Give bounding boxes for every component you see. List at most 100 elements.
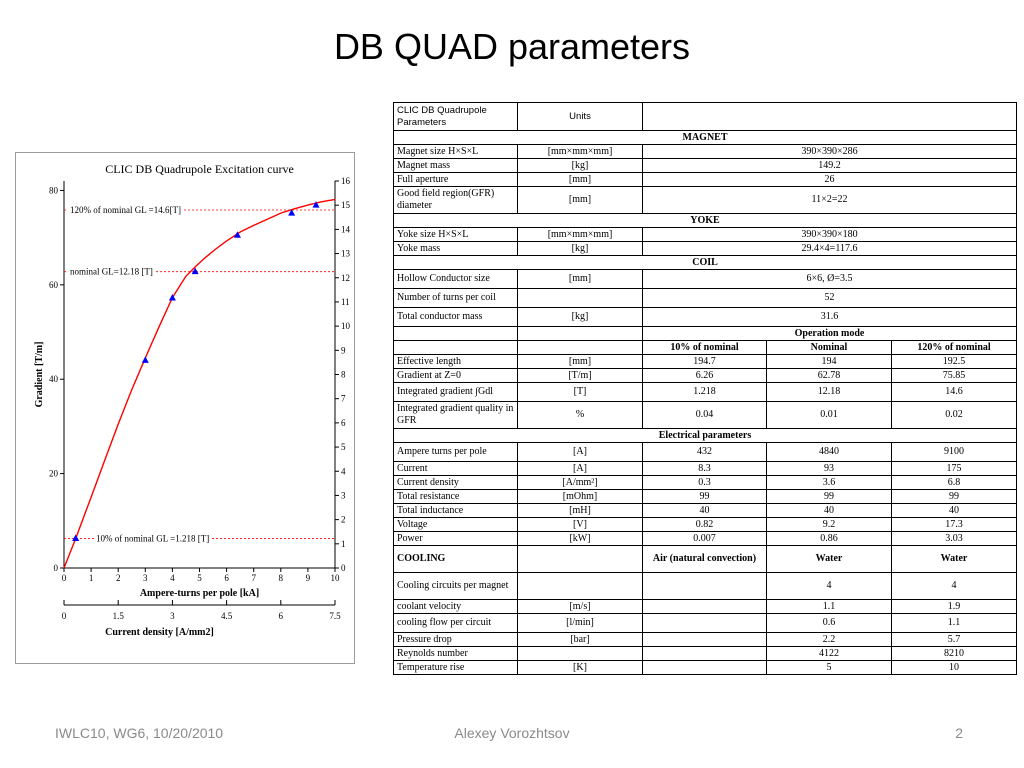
x2-tick-label: 6 [279,611,284,621]
data-point [288,209,296,216]
table-row: Voltage [V] 0.82 9.2 17.3 [393,517,1018,532]
value-120-percent: 99 [890,489,1018,504]
value-120-percent: 17.3 [890,517,1018,532]
table-row: Total resistance [mOhm] 99 99 99 [393,489,1018,504]
y-tick-label: 60 [49,280,59,290]
header-units-cell: Units [517,102,643,131]
x2-axis-label: Current density [A/mm2] [105,627,214,638]
table-row: Integrated gradient quality in GFR% 0.04 0… [393,401,1018,429]
reference-label: 10% of nominal GL =1.218 [T] [96,533,209,543]
table-row: Magnet size H×S×L [mm×mm×mm] 390×390×286 [393,144,1018,159]
parameter-units: [kg] [517,158,643,173]
value-nominal: 4 [766,572,892,600]
y-tick-label: 80 [49,185,59,195]
parameter-units: % [517,401,643,429]
reference-label-bg [94,532,212,544]
section-title: COIL [392,255,1018,270]
value-120-percent: 192.5 [890,354,1018,369]
value-120-percent: 175 [890,461,1018,476]
value-nominal: 0.86 [766,531,892,546]
excitation-chart: CLIC DB Quadrupole Excitation curve 0 1 2 3 4… [15,152,355,664]
parameter-name [393,326,518,341]
value-nominal: 2.2 [766,632,892,647]
parameter-units [517,572,643,600]
reference-label: 120% of nominal GL =14.6[T] [70,205,181,215]
y-tick-label: 0 [54,563,59,573]
table-row: 10% of nominal Nominal 120% of nominal [393,340,1018,355]
parameter-name: cooling flow per circuit [393,613,518,633]
y2-tick-label: 16 [341,176,351,186]
parameter-units [517,340,643,355]
parameter-units: [A] [517,442,643,462]
parameter-name: Pressure drop [393,632,518,647]
value-nominal: Water [766,545,892,573]
y-axis-label: Gradient [T/m] [34,342,45,408]
parameter-name: Cooling circuits per magnet [393,572,518,600]
section-title: Electrical parameters [392,428,1018,443]
value-120-percent: 75.85 [890,368,1018,383]
value-120-percent: 4 [890,572,1018,600]
value-120-percent: 14.6 [890,382,1018,402]
value-10-percent: 10% of nominal [642,340,767,355]
table-row: Good field region(GFR) diameter [mm] 11×2=… [393,186,1018,214]
parameter-name: Magnet mass [393,158,518,173]
table-row: coolant velocity [m/s] 1.1 1.9 [393,599,1018,614]
table-row: Ampere turns per pole [A] 432 4840 9100 [393,442,1018,462]
parameter-value: 390×390×180 [641,227,1018,242]
slide-title: DB QUAD parameters [333,26,691,67]
value-nominal: 9.2 [766,517,892,532]
data-point [168,294,176,301]
table-header-row: CLIC DB Quadrupole Parameters Units [393,102,1018,131]
value-nominal: 4122 [766,646,892,661]
table-row: Temperature rise [K] 5 10 [393,660,1018,675]
parameter-name: Full aperture [393,172,518,187]
table-row: Reynolds number 4122 8210 [393,646,1018,661]
footer-author: Alexey Vorozhtsov [454,725,570,741]
y2-tick-label: 5 [341,442,346,452]
value-10-percent: 0.3 [642,475,767,490]
value-10-percent [642,660,767,675]
table-row: Cooling circuits per magnet 4 4 [393,572,1018,600]
table-row: Yoke size H×S×L [mm×mm×mm] 390×390×180 [393,227,1018,242]
x-tick-label: 10 [331,573,341,583]
y2-tick-label: 2 [341,515,346,525]
y-tick-label: 40 [49,374,59,384]
parameter-units: [K] [517,660,643,675]
x2-tick-label: 0 [62,611,67,621]
y2-tick-label: 14 [341,224,351,234]
table-row: Effective length [mm] 194.7 194 192.5 [393,354,1018,369]
parameter-units: [mOhm] [517,489,643,504]
value-10-percent: 0.007 [642,531,767,546]
table-row: Integrated gradient ∫Gdl [T] 1.218 12.18 14.… [393,382,1018,402]
parameter-units: [mm] [517,354,643,369]
value-nominal: 194 [766,354,892,369]
parameter-units: [V] [517,517,643,532]
y2-tick-label: 13 [341,249,351,259]
parameter-units: [bar] [517,632,643,647]
x-tick-label: 6 [224,573,229,583]
table-row: cooling flow per circuit [l/min] 0.6 1.1 [393,613,1018,633]
parameter-name: Hollow Conductor size [393,269,518,289]
section-title: MAGNET [392,130,1018,145]
y2-tick-label: 3 [341,490,346,500]
table-row: Hollow Conductor size [mm] 6×6, Ø=3.5 [393,269,1018,289]
table-row: Total conductor mass [kg] 31.6 [393,307,1018,327]
value-10-percent: 194.7 [642,354,767,369]
value-nominal: 5 [766,660,892,675]
y-tick-label: 20 [49,469,59,479]
table-row: Gradient at Z=0 [T/m] 6.26 62.78 75.85 [393,368,1018,383]
value-10-percent: 8.3 [642,461,767,476]
parameter-name: Temperature rise [393,660,518,675]
parameter-name: Effective length [393,354,518,369]
value-120-percent: 8210 [890,646,1018,661]
parameter-name: Magnet size H×S×L [393,144,518,159]
value-120-percent: 1.1 [890,613,1018,633]
parameter-name: Integrated gradient quality in GFR [393,401,518,429]
parameter-units: [mm] [517,186,643,214]
parameter-units: [mm] [517,269,643,289]
parameter-name: Gradient at Z=0 [393,368,518,383]
parameter-name: Power [393,531,518,546]
parameter-name: Ampere turns per pole [393,442,518,462]
table-row: Current density [A/mm²] 0.3 3.6 6.8 [393,475,1018,490]
parameter-value: 52 [641,288,1018,308]
